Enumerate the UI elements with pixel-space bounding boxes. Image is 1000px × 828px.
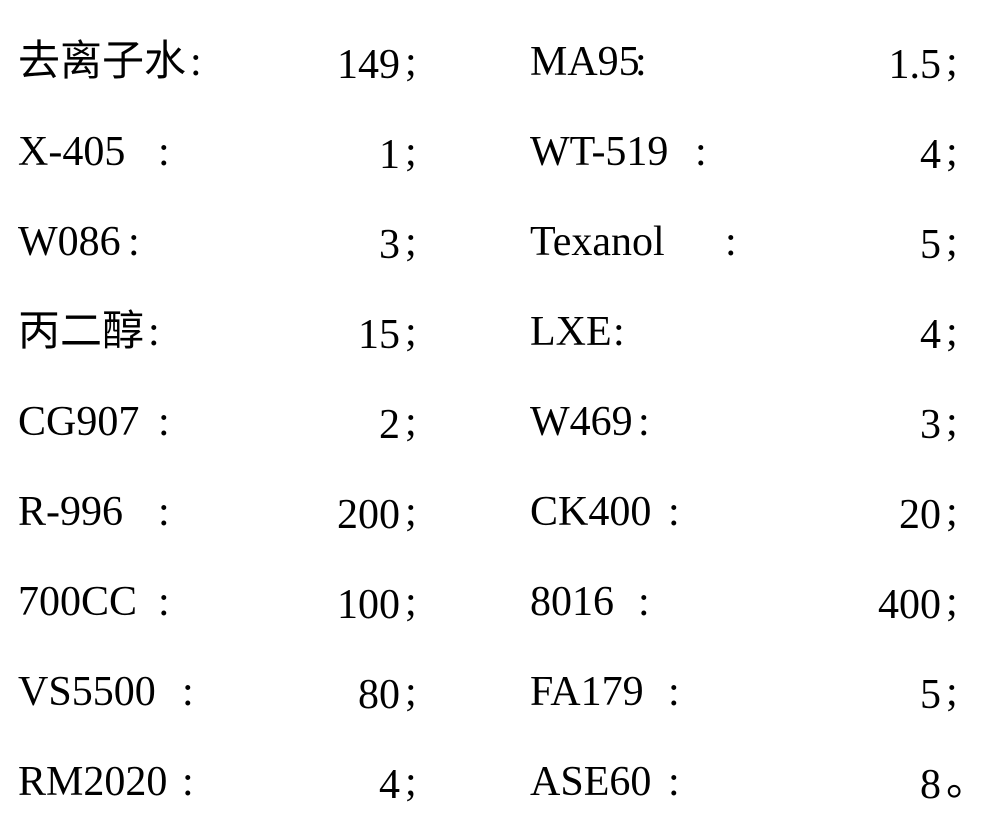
row-sep: ; — [405, 131, 435, 173]
row-value: 20 — [836, 491, 941, 539]
label-suffix: : — [148, 311, 160, 353]
row-label: FA179 — [530, 671, 644, 713]
label-suffix: : — [182, 671, 194, 713]
row-label: Texanol — [530, 221, 665, 263]
row-value: 149 — [295, 41, 400, 89]
label-suffix: : — [695, 131, 707, 173]
row-value: 5 — [836, 671, 941, 719]
row-sep: ; — [405, 671, 435, 713]
row-sep: ; — [946, 221, 976, 263]
row-label: 700CC — [18, 581, 137, 623]
row-value: 3 — [295, 221, 400, 269]
label-suffix: : — [668, 761, 680, 803]
row-label: MA95 — [530, 41, 640, 83]
row-sep: ; — [405, 221, 435, 263]
row-sep: ; — [405, 311, 435, 353]
row-sep: ; — [405, 761, 435, 803]
label-suffix: : — [158, 491, 170, 533]
label-suffix: : — [635, 41, 647, 83]
row-label: LXE — [530, 311, 612, 353]
row-value: 4 — [295, 761, 400, 809]
label-suffix: : — [158, 581, 170, 623]
row-sep: ; — [405, 491, 435, 533]
row-label: RM2020 — [18, 761, 167, 803]
row-sep: ; — [946, 581, 976, 623]
row-label: VS5500 — [18, 671, 156, 713]
row-sep: ; — [946, 311, 976, 353]
label-suffix: : — [158, 401, 170, 443]
label-suffix: : — [668, 671, 680, 713]
row-sep: ; — [946, 131, 976, 173]
row-value: 100 — [295, 581, 400, 629]
row-value: 2 — [295, 401, 400, 449]
row-value: 1 — [295, 131, 400, 179]
row-sep: ; — [946, 401, 976, 443]
row-value: 15 — [295, 311, 400, 359]
label-suffix: : — [190, 41, 202, 83]
row-value: 4 — [836, 131, 941, 179]
row-value: 80 — [295, 671, 400, 719]
row-value: 8 — [836, 761, 941, 809]
label-suffix: : — [638, 401, 650, 443]
row-sep: ; — [405, 401, 435, 443]
row-label: W469 — [530, 401, 633, 443]
row-label: WT-519 — [530, 131, 668, 173]
row-sep: ; — [946, 41, 976, 83]
formula-table: 去离子水 : 149 ; MA95 : 1.5 ; X-405 : 1 ; WT… — [0, 0, 1000, 828]
row-sep: ; — [946, 491, 976, 533]
row-label: 丙二醇 — [18, 311, 144, 353]
row-value: 3 — [836, 401, 941, 449]
row-label: CK400 — [530, 491, 651, 533]
final-terminator: 。 — [946, 761, 976, 803]
row-value: 200 — [295, 491, 400, 539]
label-suffix: : — [638, 581, 650, 623]
label-suffix: : — [613, 311, 625, 353]
row-value: 400 — [836, 581, 941, 629]
row-label: W086 — [18, 221, 121, 263]
row-sep: ; — [405, 41, 435, 83]
row-label: ASE60 — [530, 761, 651, 803]
row-label: 去离子水 — [18, 41, 186, 83]
row-sep: ; — [946, 671, 976, 713]
row-label: X-405 — [18, 131, 125, 173]
label-suffix: : — [182, 761, 194, 803]
label-suffix: : — [725, 221, 737, 263]
row-label: CG907 — [18, 401, 139, 443]
row-sep: ; — [405, 581, 435, 623]
label-suffix: : — [668, 491, 680, 533]
row-value: 4 — [836, 311, 941, 359]
row-label: R-996 — [18, 491, 123, 533]
row-label: 8016 — [530, 581, 614, 623]
row-value: 1.5 — [836, 41, 941, 89]
label-suffix: : — [158, 131, 170, 173]
row-value: 5 — [836, 221, 941, 269]
label-suffix: : — [128, 221, 140, 263]
